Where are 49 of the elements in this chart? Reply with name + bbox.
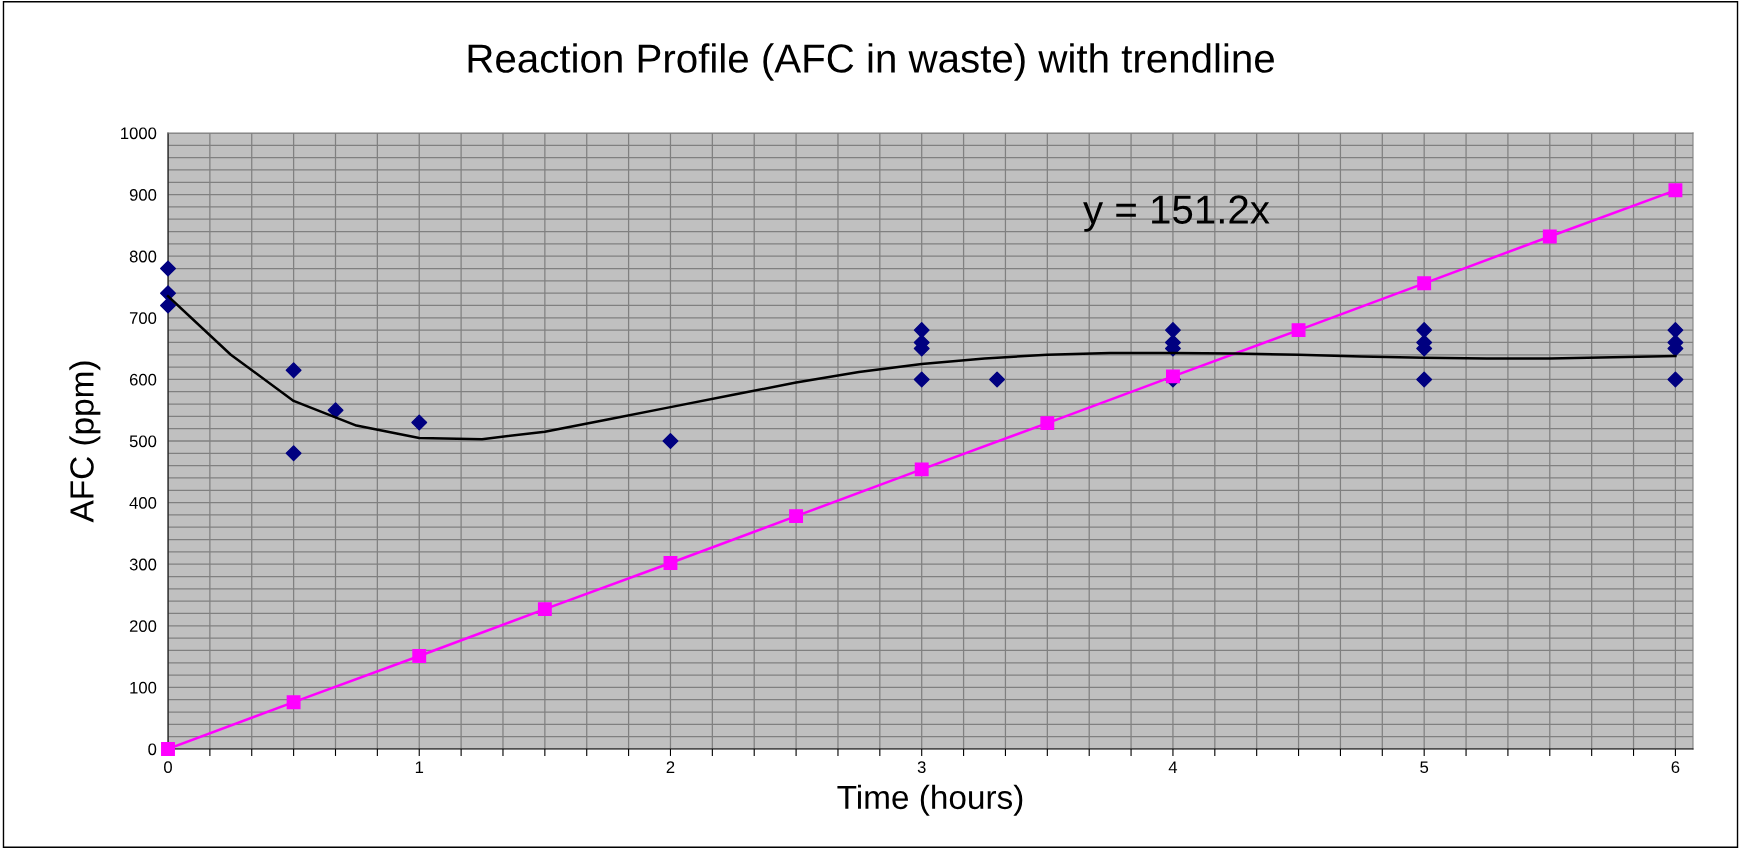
x-tick-label: 3 [917, 761, 926, 774]
y-axis-title: AFC (ppm) [69, 361, 101, 523]
y-tick-label: 600 [129, 373, 157, 386]
point [1417, 276, 1432, 291]
x-tick-label: 0 [164, 761, 172, 774]
x-axis-title: Time (hours) [837, 784, 1023, 816]
point [1291, 323, 1306, 338]
point [1416, 371, 1433, 388]
point [1668, 183, 1683, 198]
y-tick-label: 800 [129, 250, 157, 263]
y-tick-label: 300 [129, 558, 157, 571]
y-tick-label: 0 [148, 743, 157, 756]
point [285, 445, 302, 462]
x-tick-label: 4 [1168, 761, 1178, 773]
point [1165, 369, 1180, 384]
point [160, 260, 176, 277]
x-tick-label: 5 [1420, 761, 1429, 774]
point [989, 371, 1006, 388]
point [662, 433, 679, 449]
point [1416, 322, 1433, 339]
point [285, 362, 302, 379]
annotation: y = 151.2x [1083, 195, 1270, 232]
point [286, 695, 301, 710]
point [1542, 229, 1557, 244]
point [161, 742, 175, 756]
y-tick-label: 700 [129, 312, 157, 324]
point [663, 556, 678, 570]
point [913, 322, 930, 339]
x-tick-label: 6 [1671, 761, 1680, 774]
y-tick-label: 400 [129, 497, 157, 509]
chart-title: Reaction Profile (AFC in waste) with trendline [468, 43, 1274, 81]
y-tick-label: 100 [130, 681, 157, 694]
point [411, 414, 428, 431]
point [789, 509, 804, 524]
point [412, 649, 427, 663]
x-tick-label: 1 [415, 761, 424, 773]
point [537, 602, 552, 617]
point [1667, 371, 1684, 388]
point [913, 371, 930, 388]
y-tick-label: 500 [129, 435, 157, 448]
y-tick-label: 200 [129, 620, 157, 632]
point [160, 297, 176, 314]
x-tick-label: 2 [666, 761, 675, 773]
point [914, 462, 929, 477]
point [327, 402, 344, 419]
y-tick-label: 1000 [121, 127, 157, 140]
y-tick-label: 900 [129, 189, 157, 201]
point [1040, 416, 1055, 431]
point [1164, 322, 1181, 339]
